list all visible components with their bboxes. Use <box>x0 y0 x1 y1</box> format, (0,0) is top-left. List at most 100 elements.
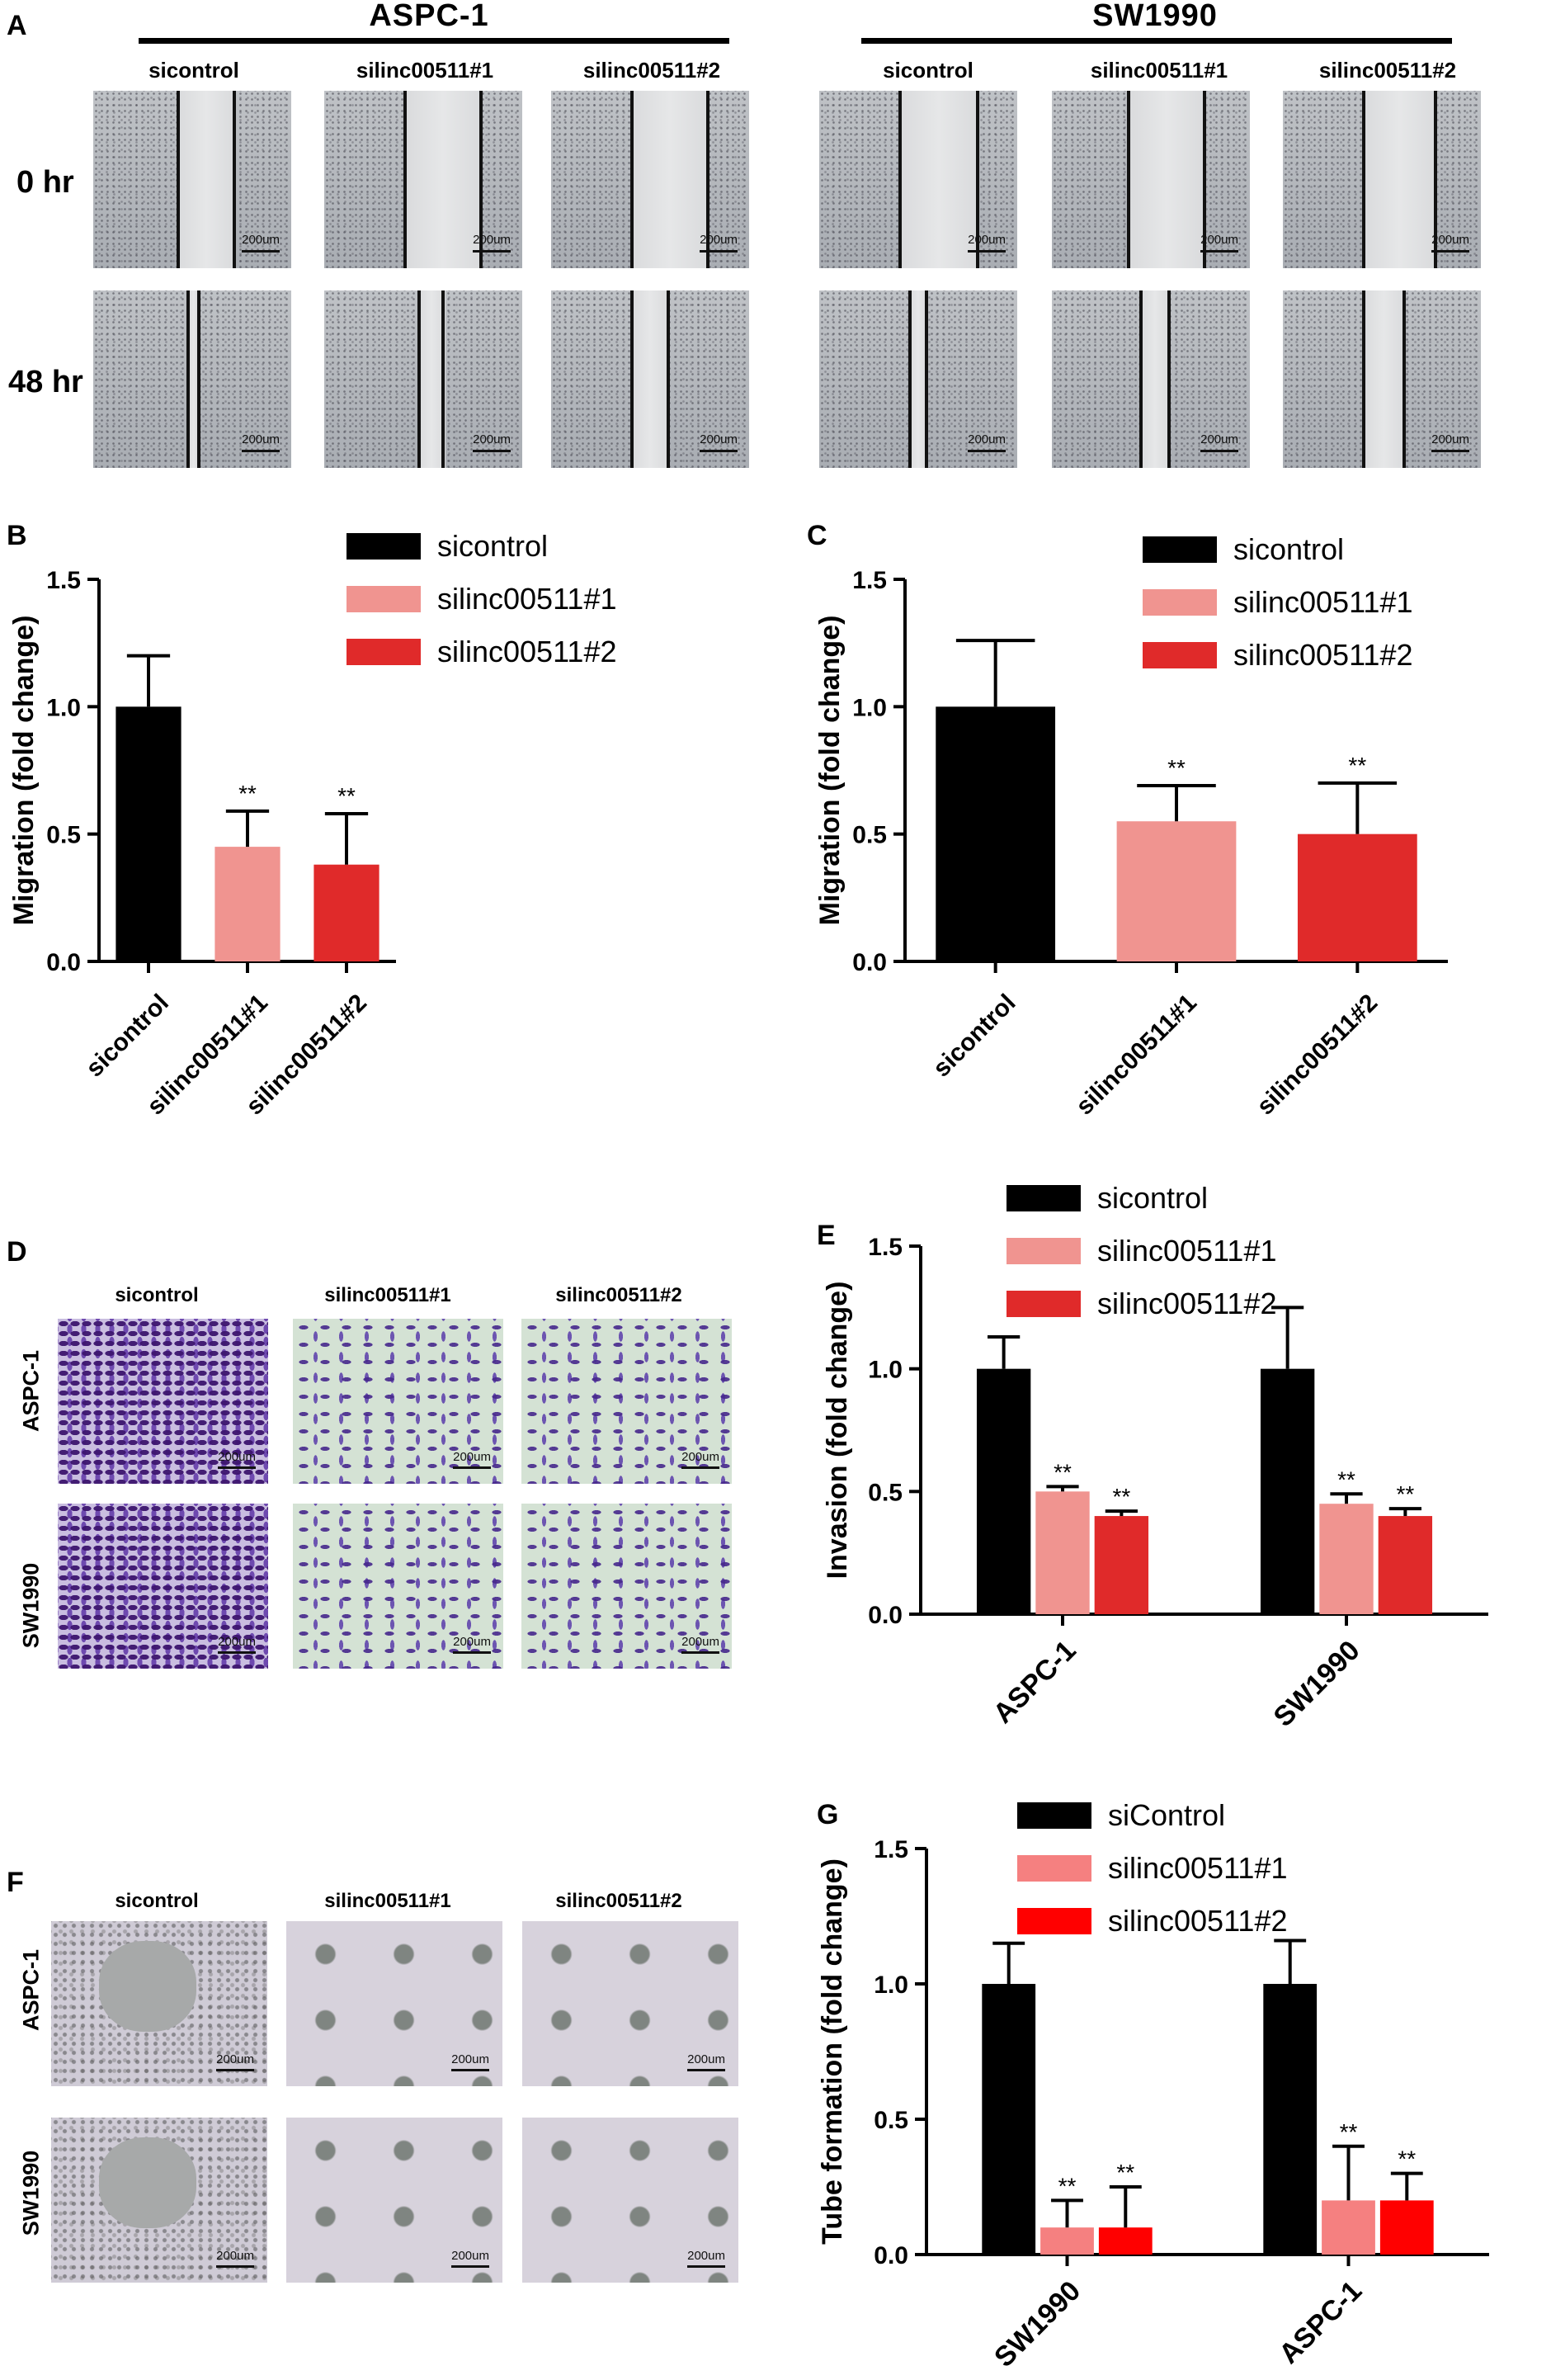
y-tick-label: 0.0 <box>852 949 887 976</box>
bar <box>214 847 280 961</box>
invasion-image: 200um <box>293 1504 503 1669</box>
legend-label: sicontrol <box>1233 532 1344 566</box>
invasion-image: 200um <box>521 1504 732 1669</box>
scratch-wound-gap <box>403 91 483 268</box>
scratch-image: 200um <box>324 91 522 268</box>
y-tick-label: 1.5 <box>874 1836 908 1863</box>
chart-e-invasion: 0.0 0.5 1.0 1.5 Invasion (fold change) ** ** AS… <box>822 1181 1488 1733</box>
scale-bar <box>681 1651 719 1654</box>
d-col-label-sicontrol: sicontrol <box>115 1284 199 1306</box>
y-tick-label: 1.0 <box>868 1357 903 1384</box>
row-label-0hr: 0 hr <box>16 165 74 200</box>
scratch-image: 200um <box>1052 91 1250 268</box>
legend-swatch <box>1006 1185 1081 1211</box>
f-col-label-si2: silinc00511#2 <box>555 1890 682 1912</box>
significance-mark: ** <box>1116 2160 1134 2185</box>
col-label-si1-aspc1: silinc00511#1 <box>356 58 494 83</box>
bar <box>1260 1368 1315 1614</box>
scale-bar <box>451 2265 489 2268</box>
legend-swatch <box>1143 642 1217 668</box>
bar <box>1263 1984 1318 2255</box>
scratch-edge-line <box>1203 91 1206 268</box>
legend-label: silinc00511#2 <box>437 635 617 668</box>
group-title-aspc1: ASPC-1 <box>369 0 489 33</box>
bar <box>982 1984 1036 2255</box>
f-col-label-si1: silinc00511#1 <box>324 1890 451 1912</box>
scale-bar-label: 200um <box>216 2052 254 2066</box>
scale-bar <box>218 1466 256 1469</box>
scale-bar-label: 200um <box>451 2249 489 2263</box>
significance-mark: ** <box>1112 1484 1130 1509</box>
invasion-image: 200um <box>293 1319 503 1484</box>
scale-bar <box>216 2265 254 2268</box>
legend-swatch <box>346 586 421 612</box>
col-label-si1-sw1990: silinc00511#1 <box>1090 58 1228 83</box>
significance-mark: ** <box>238 781 257 806</box>
scale-bar <box>242 250 280 253</box>
scale-bar-label: 200um <box>700 233 738 247</box>
scratch-edge-line <box>479 91 483 268</box>
f-col-label-sicontrol: sicontrol <box>115 1890 199 1912</box>
y-tick-label: 0.0 <box>874 2242 908 2269</box>
scratch-edge-line <box>1434 91 1437 268</box>
scale-bar <box>216 2069 254 2071</box>
d-row-label-sw1990: SW1990 <box>18 1562 44 1649</box>
bar <box>314 864 380 961</box>
panel-letter-c: C <box>807 520 827 551</box>
scale-bar <box>451 2069 489 2071</box>
bar <box>1379 2200 1434 2255</box>
legend-label: silinc00511#1 <box>1108 1851 1288 1885</box>
y-tick-label: 0.5 <box>868 1479 903 1506</box>
y-tick-label: 1.0 <box>852 694 887 721</box>
scale-bar <box>700 250 738 253</box>
scratch-edge-line <box>1362 91 1365 268</box>
bar <box>976 1368 1031 1614</box>
scale-bar-label: 200um <box>1200 432 1238 446</box>
scale-bar-label: 200um <box>242 432 280 446</box>
y-tick-label: 1.5 <box>46 567 81 594</box>
legend-swatch <box>1006 1238 1081 1264</box>
scale-bar <box>453 1466 491 1469</box>
bar <box>1319 1504 1374 1614</box>
scale-bar-label: 200um <box>1431 432 1469 446</box>
y-axis-label: Migration (fold change) <box>814 616 846 926</box>
scale-bar-label: 200um <box>1431 233 1469 247</box>
scale-bar-label: 200um <box>1200 233 1238 247</box>
tube-image: 200um <box>51 2118 267 2283</box>
tube-image: 200um <box>522 2118 738 2283</box>
scratch-wound-gap <box>898 91 979 268</box>
scale-bar <box>687 2265 725 2268</box>
scratch-wound-gap <box>1362 290 1406 468</box>
scale-bar-label: 200um <box>216 2249 254 2263</box>
y-tick-label: 0.5 <box>46 822 81 849</box>
scale-bar-label: 200um <box>968 432 1006 446</box>
scratch-wound-gap <box>1362 91 1437 268</box>
scratch-edge-line <box>1167 290 1171 468</box>
scale-bar-label: 200um <box>218 1450 256 1464</box>
scratch-edge-line <box>417 290 421 468</box>
scratch-image: 200um <box>819 290 1017 468</box>
scratch-edge-line <box>667 290 670 468</box>
scratch-image: 200um <box>551 290 749 468</box>
group-title-sw1990: SW1990 <box>1092 0 1218 33</box>
significance-mark: ** <box>1340 2119 1358 2145</box>
scale-bar-label: 200um <box>681 1635 719 1649</box>
group-line-sw1990 <box>861 38 1452 44</box>
x-tick-label: sicontrol <box>81 989 174 1083</box>
scratch-edge-line <box>197 290 200 468</box>
scratch-edge-line <box>177 91 180 268</box>
scale-bar <box>700 450 738 452</box>
tube-image: 200um <box>51 1921 267 2086</box>
bar <box>1035 1491 1090 1614</box>
legend-swatch <box>346 639 421 665</box>
scale-bar <box>968 250 1006 253</box>
f-row-label-sw1990: SW1990 <box>18 2150 44 2236</box>
legend-label: silinc00511#2 <box>1233 638 1413 672</box>
significance-mark: ** <box>1398 2146 1416 2172</box>
y-tick-label: 0.5 <box>874 2107 908 2134</box>
bar <box>1378 1516 1433 1614</box>
scratch-image: 200um <box>1052 290 1250 468</box>
significance-mark: ** <box>1348 753 1366 778</box>
